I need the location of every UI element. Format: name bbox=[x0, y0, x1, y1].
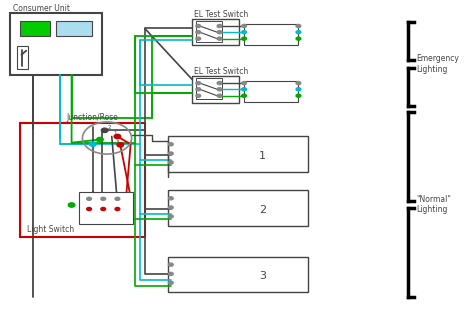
Circle shape bbox=[196, 94, 201, 97]
Text: 3: 3 bbox=[116, 140, 119, 144]
Circle shape bbox=[117, 143, 124, 147]
Circle shape bbox=[87, 197, 91, 200]
Circle shape bbox=[168, 206, 173, 209]
Circle shape bbox=[168, 272, 173, 275]
Text: Light Switch: Light Switch bbox=[27, 225, 74, 234]
Circle shape bbox=[97, 137, 103, 142]
Circle shape bbox=[196, 88, 201, 91]
Circle shape bbox=[87, 207, 91, 210]
FancyBboxPatch shape bbox=[168, 136, 308, 172]
Circle shape bbox=[217, 82, 222, 85]
Text: 1: 1 bbox=[114, 131, 117, 136]
Circle shape bbox=[115, 207, 120, 210]
Text: "Normal"
Lighting: "Normal" Lighting bbox=[417, 195, 451, 214]
Circle shape bbox=[296, 82, 301, 85]
Circle shape bbox=[168, 197, 173, 200]
Circle shape bbox=[242, 37, 246, 40]
Circle shape bbox=[217, 24, 222, 28]
Circle shape bbox=[168, 161, 173, 164]
Circle shape bbox=[68, 203, 75, 207]
Circle shape bbox=[115, 197, 120, 200]
Circle shape bbox=[168, 143, 173, 146]
Circle shape bbox=[296, 88, 301, 91]
Circle shape bbox=[217, 94, 222, 97]
Circle shape bbox=[101, 197, 106, 200]
Text: 1: 1 bbox=[259, 151, 266, 161]
Circle shape bbox=[242, 24, 246, 28]
Circle shape bbox=[296, 37, 301, 40]
Text: Consumer Unit: Consumer Unit bbox=[12, 4, 70, 13]
Circle shape bbox=[90, 142, 96, 146]
FancyBboxPatch shape bbox=[56, 21, 92, 36]
Circle shape bbox=[168, 281, 173, 284]
Text: 3: 3 bbox=[259, 271, 266, 281]
FancyBboxPatch shape bbox=[196, 78, 222, 100]
Text: Emergency
Lighting: Emergency Lighting bbox=[417, 54, 459, 74]
Circle shape bbox=[101, 207, 106, 210]
Circle shape bbox=[296, 94, 301, 97]
Text: 1: 1 bbox=[87, 218, 90, 223]
FancyBboxPatch shape bbox=[168, 190, 308, 226]
FancyBboxPatch shape bbox=[79, 192, 133, 224]
Circle shape bbox=[217, 88, 222, 91]
Circle shape bbox=[196, 24, 201, 28]
FancyBboxPatch shape bbox=[244, 24, 299, 45]
Text: EL Test Switch: EL Test Switch bbox=[193, 10, 248, 19]
FancyBboxPatch shape bbox=[10, 13, 102, 75]
Circle shape bbox=[114, 134, 121, 139]
FancyBboxPatch shape bbox=[244, 81, 299, 102]
Circle shape bbox=[168, 152, 173, 155]
Circle shape bbox=[196, 82, 201, 85]
Circle shape bbox=[217, 31, 222, 34]
FancyBboxPatch shape bbox=[192, 76, 239, 103]
Text: 2: 2 bbox=[101, 218, 104, 223]
Circle shape bbox=[101, 128, 108, 132]
Circle shape bbox=[196, 31, 201, 34]
Text: 3: 3 bbox=[115, 218, 118, 223]
Text: EL Test Switch: EL Test Switch bbox=[193, 67, 248, 76]
FancyBboxPatch shape bbox=[19, 21, 50, 36]
Text: 2: 2 bbox=[108, 125, 111, 131]
FancyBboxPatch shape bbox=[17, 46, 27, 69]
Circle shape bbox=[296, 24, 301, 28]
FancyBboxPatch shape bbox=[192, 19, 239, 46]
Circle shape bbox=[242, 94, 246, 97]
Circle shape bbox=[217, 37, 222, 40]
FancyBboxPatch shape bbox=[168, 257, 308, 292]
Circle shape bbox=[242, 31, 246, 34]
Circle shape bbox=[168, 215, 173, 218]
Circle shape bbox=[242, 88, 246, 91]
Circle shape bbox=[196, 37, 201, 40]
FancyBboxPatch shape bbox=[196, 21, 222, 42]
Circle shape bbox=[242, 82, 246, 85]
Circle shape bbox=[296, 31, 301, 34]
Text: Junction/Rose: Junction/Rose bbox=[67, 113, 118, 122]
Text: 2: 2 bbox=[259, 205, 266, 215]
Circle shape bbox=[168, 263, 173, 266]
